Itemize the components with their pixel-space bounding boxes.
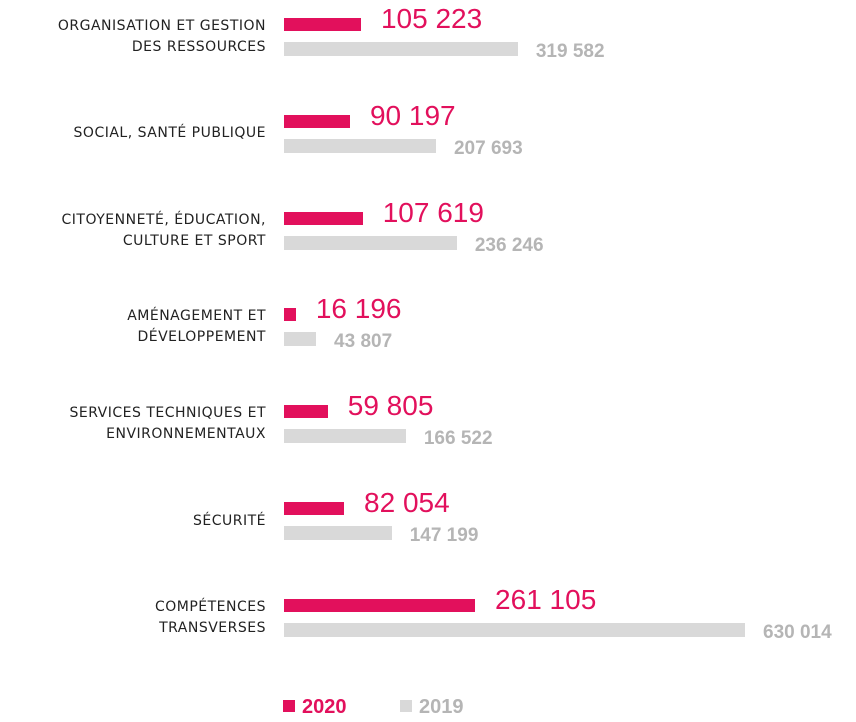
value-label: 105 223 — [380, 3, 483, 34]
category-label: AMÉNAGEMENT ET DÉVELOPPEMENT — [127, 308, 266, 346]
bar — [284, 308, 296, 322]
bar — [284, 18, 361, 31]
category-label: CITOYENNETÉ, ÉDUCATION, CULTURE ET SPORT — [61, 211, 266, 249]
value-label: 59 805 — [347, 390, 434, 422]
bar — [284, 405, 328, 419]
value-label: 319 582 — [535, 41, 605, 62]
bar — [284, 138, 436, 153]
bar — [284, 526, 392, 540]
category-label: SERVICES TECHNIQUES ET ENVIRONNEMENTAUX — [69, 405, 266, 443]
category-label: SOCIAL, SANTÉ PUBLIQUE — [73, 125, 266, 142]
legend-swatch — [400, 700, 412, 712]
bar — [284, 42, 518, 56]
value-label: 166 522 — [423, 428, 493, 450]
bar — [284, 502, 345, 515]
legend-swatch — [283, 700, 295, 712]
value-label: 147 199 — [409, 525, 479, 546]
value-label: 82 054 — [364, 487, 450, 518]
value-label: 630 014 — [763, 621, 832, 643]
legend-label: 2020 — [302, 696, 347, 718]
value-label: 107 619 — [382, 196, 484, 228]
category-label: COMPÉTENCES TRANSVERSES — [154, 598, 266, 636]
value-label: 261 105 — [495, 583, 597, 615]
value-label: 90 197 — [369, 99, 456, 131]
bar — [284, 429, 406, 444]
bar — [284, 598, 476, 612]
bar — [284, 332, 317, 347]
bar — [284, 211, 363, 225]
bar — [284, 114, 350, 128]
bar — [284, 235, 457, 250]
value-label: 16 196 — [315, 293, 402, 325]
value-label: 207 693 — [453, 137, 523, 159]
bar — [284, 622, 745, 637]
category-label: ORGANISATION ET GESTION DES RESSOURCES — [57, 18, 266, 55]
value-label: 236 246 — [474, 234, 544, 256]
legend-label: 2019 — [419, 696, 464, 718]
value-label: 43 807 — [334, 331, 393, 353]
category-label: SÉCURITÉ — [192, 512, 266, 529]
